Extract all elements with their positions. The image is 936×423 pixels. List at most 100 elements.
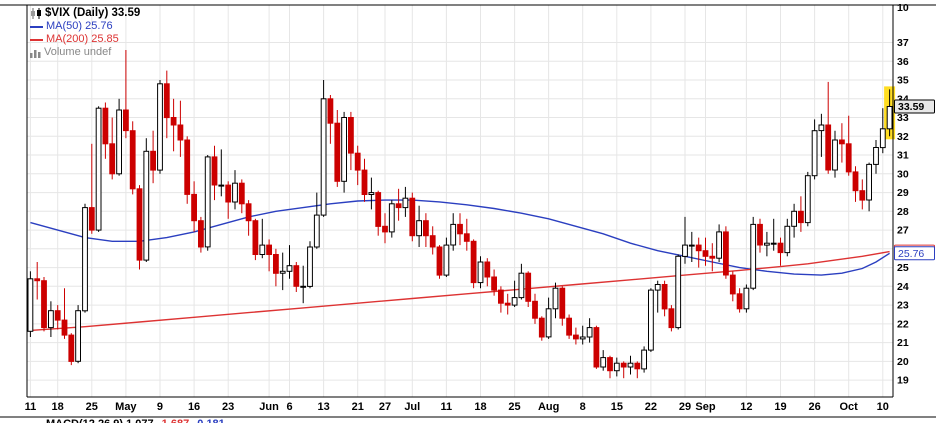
candle-body [791,210,798,227]
candle-body [443,244,450,276]
candle-body [750,223,757,289]
candle-body [232,182,238,203]
y-axis-label: 21 [897,337,909,349]
macd-legend: MACD(12,26,9) 1.077, 1.687, 0.181 [30,418,225,423]
x-axis-label: 11 [25,401,37,413]
x-axis-label: Jun [259,401,279,413]
candle-body [395,203,402,209]
candle-body [102,107,109,145]
y-axis-label: 23 [897,300,909,312]
candle-body [238,182,245,205]
candle-body [593,327,600,368]
y-axis-label: 32 [897,131,909,143]
candle-body [423,220,429,237]
candle-body [798,210,804,224]
candle-body [743,287,750,310]
x-axis-label: 10 [877,401,889,413]
candle-body [518,272,525,299]
candle-body [491,276,498,291]
y-axis-label: 27 [897,225,909,237]
candle-body [34,278,41,282]
candle-body [327,98,334,124]
y-axis-label: 34 [897,93,909,105]
price-tag-value: 25.76 [898,248,924,260]
candle-body [354,152,361,171]
candle-body [770,242,777,245]
candle-body [286,265,293,272]
candle-body [600,357,607,368]
upper-panel-axis-label: 10 [897,2,909,14]
candle-body [702,250,709,257]
candle-body [136,188,143,261]
candle-body [818,124,825,132]
y-axis-label: 28 [897,206,909,218]
candle-body [61,319,68,336]
x-axis-label: 11 [441,401,453,413]
candle-body [852,171,859,192]
candle-body [402,197,409,209]
candle-body [341,117,348,182]
candle-body [477,261,484,284]
y-axis-label: 20 [897,356,909,368]
candle-body [777,242,784,254]
candle-body [48,310,54,329]
y-axis-label: 35 [897,75,909,87]
legend-symbol-row: $VIX (Daily) 33.59 [30,7,140,20]
ma50-line-icon [30,25,43,28]
macd-signal-value: 1.687, [162,418,193,423]
x-axis-label: 18 [52,401,64,413]
y-axis-label: 36 [897,56,909,68]
candle-body [675,255,682,329]
candle-body [566,317,573,336]
candle-body [361,169,368,196]
x-axis-label: 22 [645,401,657,413]
candle-body [198,220,204,248]
x-axis-label: 15 [611,401,623,413]
x-axis-label: 9 [157,401,163,413]
candle-body [123,109,129,132]
candle-body [532,300,538,319]
candle-body [429,235,436,248]
price-tag [894,99,935,114]
candle-body [573,334,579,340]
candle-body [54,310,61,321]
candle-body [716,231,723,259]
candle-body [211,156,218,186]
candle-body [27,278,34,332]
candle-body [129,130,136,190]
x-axis-label: Jul [404,401,420,413]
candle-body [498,289,504,304]
volume-label: Volume undef [44,46,112,58]
candle-body [736,293,743,310]
candle-body [68,334,75,362]
candle-body [866,163,873,201]
x-axis-label: 19 [774,401,786,413]
candle-body [368,192,375,196]
candle-body [620,362,627,368]
x-axis-label: 12 [740,401,752,413]
candle-body [259,244,266,256]
candle-body [545,308,552,338]
x-axis-label: 6 [286,401,292,413]
candle-body [177,124,184,141]
x-axis-label: 29 [679,401,691,413]
price-tag-value: 33.59 [898,101,924,113]
x-axis-label: 27 [379,401,391,413]
ma200-line-icon [30,38,43,41]
candle-body [668,308,675,329]
candle-body [95,107,102,231]
y-axis-label: 31 [897,150,909,162]
candle-body [484,261,491,278]
ma50-line [30,199,890,276]
candle-body [538,317,545,338]
candle-body [709,255,716,259]
x-axis-label: 26 [808,401,820,413]
candle-body [218,184,225,187]
candle-body [163,83,170,119]
chart-legend: $VIX (Daily) 33.59 MA(50) 25.76 MA(200) … [30,7,140,59]
legend-ma50-row: MA(50) 25.76 [30,20,140,33]
candle-body [511,297,518,306]
x-axis-label: 16 [188,401,200,413]
